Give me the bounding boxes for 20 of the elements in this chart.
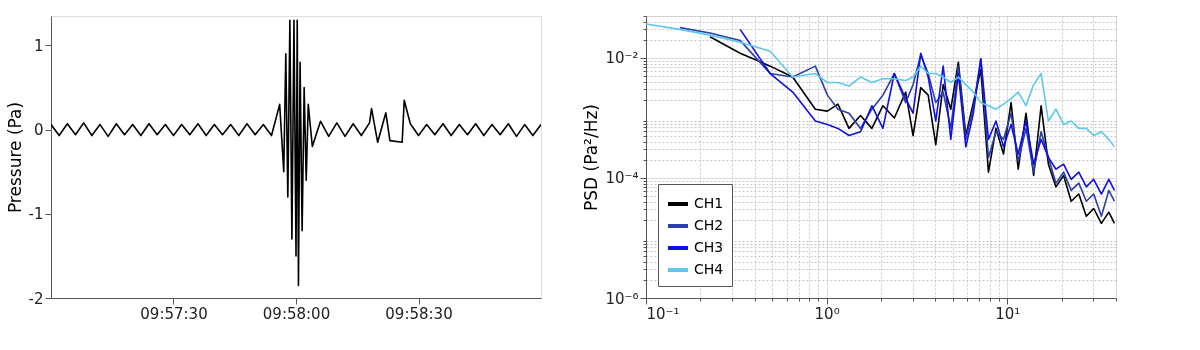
legend-label: CH3	[694, 239, 724, 255]
legend-label: CH4	[694, 261, 724, 277]
y-axis-title: PSD (Pa²/Hz)	[581, 104, 602, 211]
legend-label: CH2	[694, 217, 724, 233]
line-series	[51, 19, 541, 287]
y-tick-label: 1	[33, 36, 44, 55]
y-tick-label: 0	[33, 121, 44, 140]
x-tick-label: 09:58:30	[385, 304, 453, 323]
legend-label: CH1	[694, 195, 724, 211]
x-tick-label: 10⁻¹	[646, 304, 680, 323]
y-tick-label: 10⁻⁶	[605, 289, 639, 308]
x-tick-label: 10¹	[995, 304, 1021, 323]
y-axis-title: Pressure (Pa)	[4, 101, 25, 214]
x-tick-label: 09:58:00	[262, 304, 331, 323]
y-tick-label: 10⁻²	[605, 49, 639, 68]
x-tick-label: 10⁰	[814, 304, 840, 323]
y-tick-label: -1	[28, 205, 44, 224]
y-tick-label: 10⁻⁴	[605, 169, 639, 188]
y-tick-label: -2	[28, 289, 44, 308]
x-tick-label: 09:57:30	[140, 304, 208, 323]
